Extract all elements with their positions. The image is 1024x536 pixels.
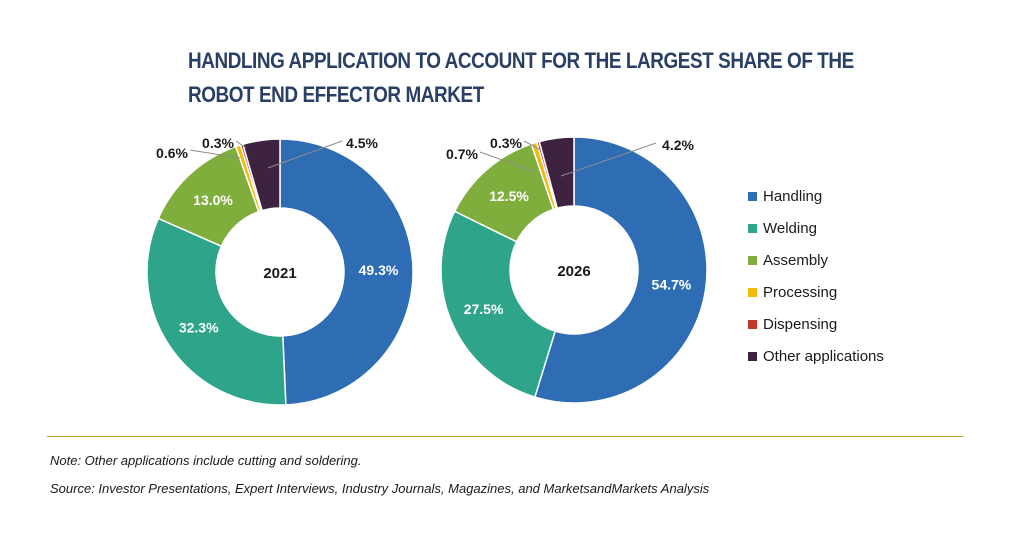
slice-2021-other-applications (241, 138, 281, 212)
data-label-2026-dispensing: 0.3% (490, 135, 522, 151)
slice-2026-handling (533, 136, 708, 404)
footnote-note: Note: Other applications include cutting… (50, 453, 362, 468)
data-label-2026-other-applications: 4.2% (662, 137, 694, 153)
donut-2026: 54.7% 27.5% 12.5% 0.7% 0.3% 4.2% 2026 (440, 135, 708, 404)
donut-center-label-2026: 2026 (557, 263, 590, 280)
chart-title-line-2: ROBOT END EFFECTOR MARKET (188, 82, 484, 107)
data-label-2026-processing: 0.7% (446, 146, 478, 162)
leader-line-2026-dispensing (523, 140, 542, 151)
legend-item-other-applications: Other applications (748, 340, 884, 372)
legend-label-welding: Welding (763, 219, 817, 237)
legend-item-handling: Handling (748, 180, 884, 212)
slice-2026-welding (440, 210, 557, 399)
legend-label-assembly: Assembly (763, 251, 829, 269)
donut-center-label-2021: 2021 (263, 265, 296, 282)
leader-line-2021-other-applications (267, 140, 343, 169)
leader-line-2021-dispensing (235, 140, 247, 149)
data-label-2021-processing: 0.6% (156, 145, 188, 161)
footnote-source: Source: Investor Presentations, Expert I… (50, 481, 710, 496)
legend-item-assembly: Assembly (748, 244, 884, 276)
legend-label-other-applications: Other applications (763, 347, 884, 365)
legend-label-dispensing: Dispensing (763, 315, 838, 333)
data-label-2021-handling: 49.3% (359, 262, 399, 278)
data-label-2021-assembly: 13.0% (193, 192, 233, 208)
data-label-2026-welding: 27.5% (464, 301, 504, 317)
leader-line-2026-other-applications (560, 142, 657, 177)
legend-item-welding: Welding (748, 212, 884, 244)
legend-swatch-handling (748, 191, 757, 201)
legend-swatch-other-applications (748, 351, 757, 361)
legend-item-processing: Processing (748, 276, 884, 308)
legend-swatch-assembly (748, 255, 757, 265)
chart-title-line-1: HANDLING APPLICATION TO ACCOUNT FOR THE … (188, 48, 854, 73)
data-label-2026-handling: 54.7% (652, 277, 692, 293)
data-label-2021-dispensing: 0.3% (202, 135, 234, 151)
legend-swatch-dispensing (748, 319, 757, 329)
slice-2021-handling (279, 138, 414, 406)
leader-line-2021-processing (189, 149, 241, 159)
data-label-2021-other-applications: 4.5% (346, 135, 378, 151)
legend-swatch-processing (748, 287, 757, 297)
legend-item-dispensing: Dispensing (748, 308, 884, 340)
footer-divider (47, 436, 963, 437)
chart-title: HANDLING APPLICATION TO ACCOUNT FOR THE … (188, 44, 854, 112)
legend-label-handling: Handling (763, 187, 823, 205)
donut-2021: 49.3% 32.3% 13.0% 0.6% 0.3% 4.5% 2021 (146, 135, 414, 406)
slice-2026-other-applications (538, 136, 575, 210)
legend-label-processing: Processing (763, 283, 838, 301)
data-label-2026-assembly: 12.5% (489, 188, 529, 204)
data-label-2021-welding: 32.3% (179, 320, 219, 336)
legend-swatch-welding (748, 223, 757, 233)
chart-legend: Handling Welding Assembly Processing Dis… (748, 180, 884, 372)
leader-line-2026-processing (479, 151, 537, 173)
slice-2021-welding (146, 217, 287, 406)
